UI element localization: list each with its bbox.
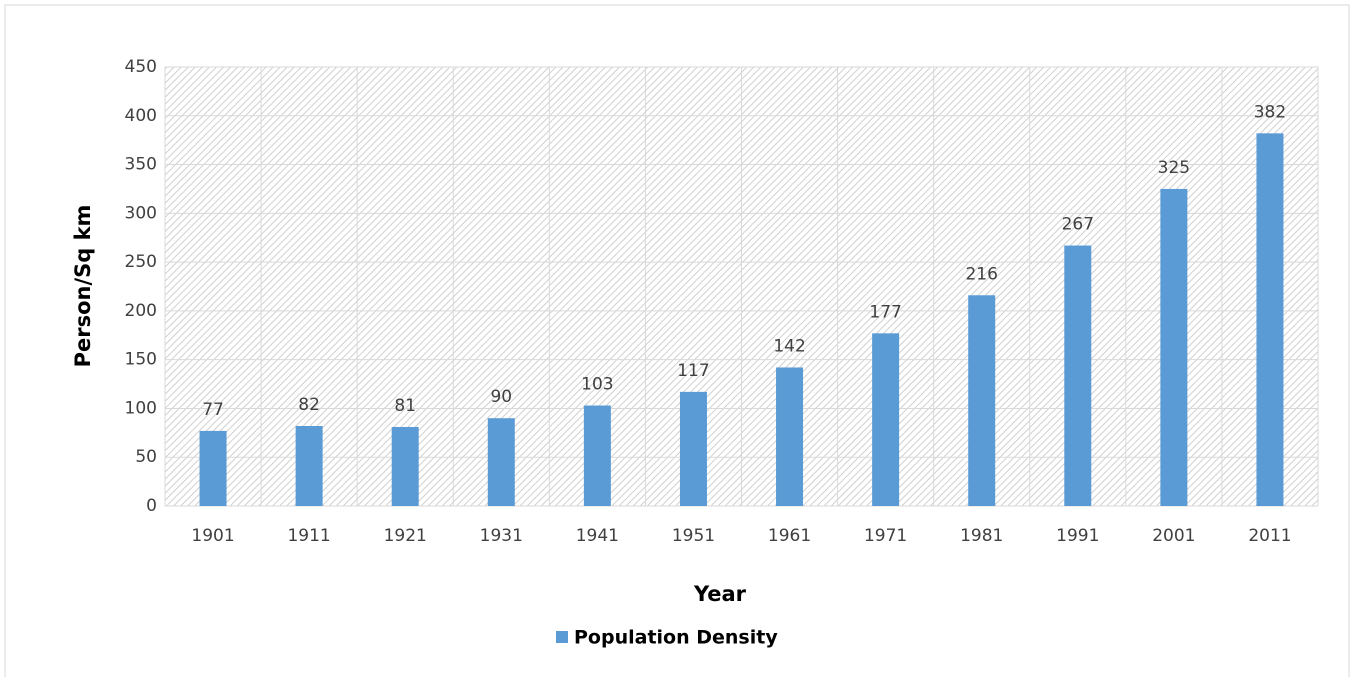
data-label: 382 [1254, 102, 1286, 122]
bar [391, 426, 419, 506]
x-tick-label: 2011 [1248, 526, 1291, 546]
bar [679, 391, 707, 506]
bar [487, 418, 515, 506]
data-label: 81 [394, 396, 416, 416]
data-label: 90 [490, 387, 512, 407]
x-tick-label: 1931 [480, 526, 523, 546]
x-tick-label: 1941 [576, 526, 619, 546]
data-label: 216 [965, 264, 997, 284]
y-tick-label: 300 [125, 203, 157, 223]
data-label: 117 [677, 361, 709, 381]
bar [295, 426, 323, 506]
x-tick-label: 1971 [864, 526, 907, 546]
x-tick-label: 1901 [191, 526, 234, 546]
bar [968, 295, 996, 506]
y-tick-label: 0 [146, 496, 157, 516]
y-tick-label: 350 [125, 155, 157, 175]
bar [199, 430, 227, 506]
bar [1064, 245, 1092, 506]
data-label: 142 [773, 336, 805, 356]
bar [1256, 133, 1284, 507]
x-tick-label: 1911 [287, 526, 330, 546]
chart-border [4, 4, 1350, 677]
x-tick-label: 2001 [1152, 526, 1195, 546]
x-tick-label: 1951 [672, 526, 715, 546]
bar [583, 405, 611, 506]
data-label: 325 [1158, 158, 1190, 178]
data-label: 177 [869, 302, 901, 322]
x-tick-label: 1961 [768, 526, 811, 546]
y-tick-label: 450 [125, 57, 157, 77]
y-tick-label: 50 [135, 447, 157, 467]
y-axis-title: Person/Sq km [71, 205, 95, 368]
x-axis-title: Year [693, 582, 747, 606]
x-tick-label: 1981 [960, 526, 1003, 546]
data-label: 267 [1062, 215, 1094, 235]
data-label: 103 [581, 375, 613, 395]
y-tick-label: 150 [125, 350, 157, 370]
y-tick-label: 100 [125, 398, 157, 418]
y-tick-label: 400 [125, 106, 157, 126]
y-tick-label: 200 [125, 301, 157, 321]
bar [872, 333, 900, 506]
data-label: 77 [202, 400, 224, 420]
bar [776, 367, 804, 506]
y-tick-label: 250 [125, 252, 157, 272]
legend-swatch [556, 631, 568, 643]
x-tick-label: 1921 [384, 526, 427, 546]
data-label: 82 [298, 395, 320, 415]
legend-label: Population Density [574, 627, 778, 649]
bar [1160, 188, 1188, 506]
x-tick-label: 1991 [1056, 526, 1099, 546]
